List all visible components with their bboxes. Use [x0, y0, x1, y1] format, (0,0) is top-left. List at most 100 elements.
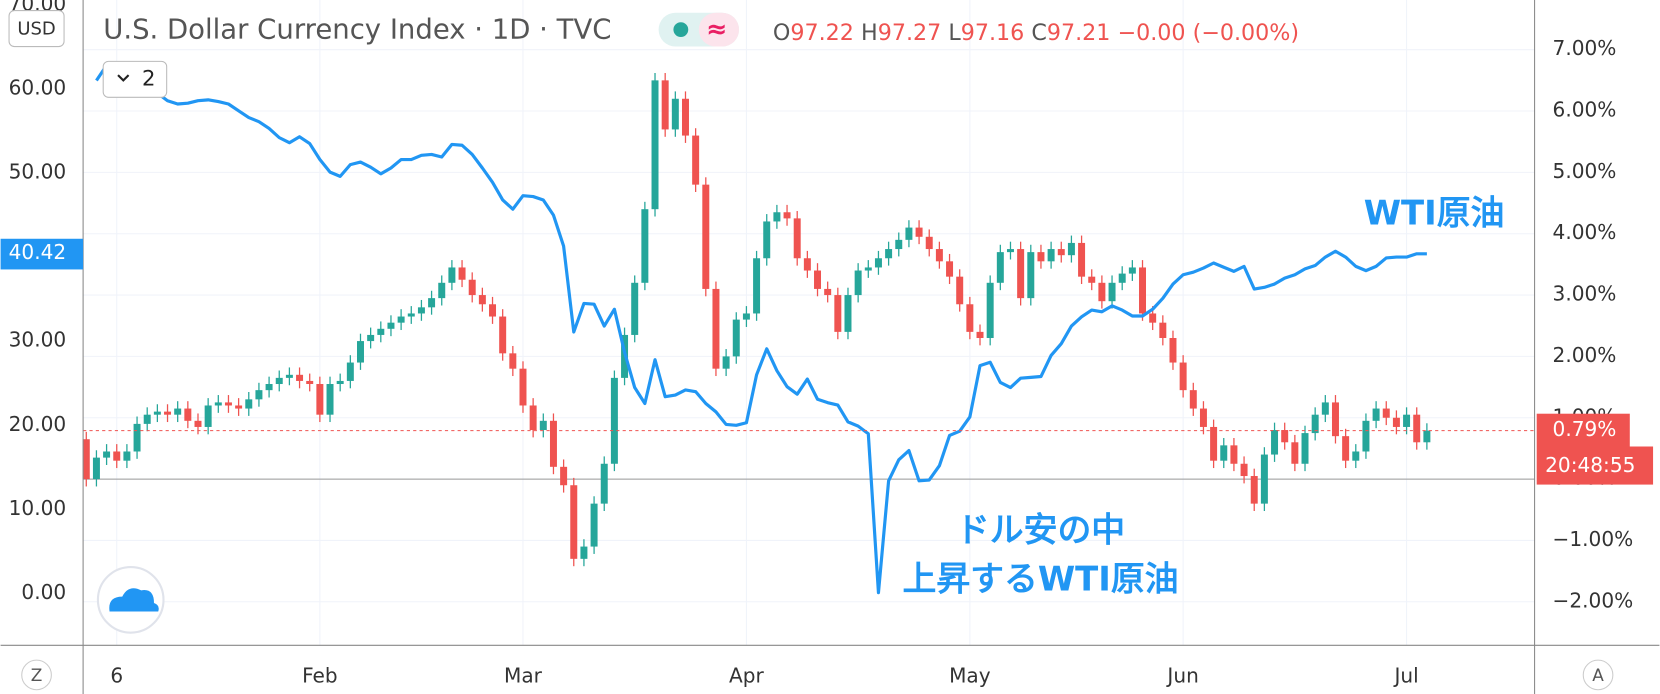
candle-body	[1260, 454, 1268, 504]
candle-body	[996, 252, 1004, 283]
candle-body	[1108, 282, 1116, 302]
candle-body	[448, 267, 456, 283]
candle-body	[671, 98, 679, 130]
countdown-box	[1536, 446, 1654, 485]
candle-body	[1027, 252, 1035, 299]
candle-body	[1189, 390, 1197, 409]
ohlc-key: C	[1031, 19, 1047, 45]
y-tick-label: 0.00	[21, 580, 66, 604]
candle-body	[1403, 414, 1411, 427]
ohlc-key: L	[948, 19, 961, 45]
candle-body	[844, 295, 852, 332]
candle-body	[1159, 322, 1167, 339]
indicator-wave: ≈	[706, 14, 727, 44]
candle-body	[1047, 249, 1055, 262]
footer-button[interactable]	[21, 659, 52, 691]
candle-body	[702, 184, 710, 289]
candle-body	[1118, 273, 1126, 283]
y2-tick-label: −1.00%	[1553, 527, 1634, 551]
candle-body	[834, 295, 842, 332]
y2-tick-label: 4.00%	[1553, 220, 1617, 244]
currency-box[interactable]	[8, 10, 65, 48]
candle-body	[600, 463, 608, 504]
candle-body	[174, 408, 182, 415]
ohlc-value: 97.27	[878, 19, 942, 45]
candle-body	[895, 239, 903, 250]
candle-body	[1067, 242, 1075, 256]
ohlc-value: 97.22	[790, 19, 854, 45]
footer-button[interactable]	[1582, 659, 1614, 691]
candle-body	[224, 402, 232, 406]
candle-body	[235, 405, 243, 409]
candle-body	[1230, 445, 1238, 464]
candle-body	[1017, 249, 1025, 299]
candle-body	[357, 341, 364, 363]
grid	[83, 0, 1535, 646]
candle-body	[387, 322, 395, 329]
candle-body	[1078, 242, 1086, 277]
candle-body	[1281, 430, 1289, 443]
candle-body	[82, 439, 90, 480]
indicator-toggle[interactable]	[102, 60, 168, 98]
candle-body	[245, 399, 253, 409]
annotation: WTI原油	[1364, 193, 1505, 232]
x-tick-label: Jun	[1165, 664, 1198, 688]
ohlc-change: −0.00 (−0.00%)	[1118, 19, 1300, 45]
candle-body	[712, 288, 720, 369]
y2-tick-label: 3.00%	[1553, 282, 1617, 306]
candle-body	[935, 249, 943, 262]
candle-body	[874, 258, 882, 268]
candle-body	[905, 227, 913, 240]
candle-body	[407, 313, 415, 317]
candle-body	[814, 270, 822, 289]
candle-body	[1057, 249, 1065, 256]
candle-body	[103, 451, 111, 458]
price-label: 40.42	[9, 240, 67, 264]
candle-body	[285, 374, 293, 378]
currency: USD	[17, 19, 55, 40]
x-tick-label: Jul	[1392, 664, 1418, 688]
price-label: 0.79%	[1553, 417, 1617, 441]
candle-body	[681, 98, 689, 136]
candle-body	[1006, 249, 1014, 253]
candle-body	[499, 316, 507, 354]
candle-body	[1301, 433, 1309, 464]
candle-body	[153, 411, 161, 415]
candle-body	[885, 249, 893, 259]
candle-body	[1382, 408, 1390, 418]
candle-body	[590, 503, 598, 547]
candle-body	[1291, 442, 1299, 464]
candle-body	[763, 221, 771, 259]
candle-body	[1331, 402, 1339, 437]
candle-body	[1037, 252, 1045, 262]
candle-body	[1210, 426, 1218, 461]
candle-body	[1250, 476, 1258, 504]
x-tick-label: May	[949, 664, 991, 688]
candle-body	[265, 384, 273, 391]
ohlc: O97.22 H97.27 L97.16 C97.21 −0.00 (−0.00…	[773, 19, 1299, 45]
candle-body	[560, 466, 568, 486]
y2-tick-label: 5.00%	[1553, 159, 1617, 183]
y-tick-label: 50.00	[9, 160, 67, 184]
candle-body	[296, 374, 304, 381]
candle-body	[732, 319, 740, 357]
candle-body	[631, 282, 639, 335]
candle-body	[377, 328, 385, 335]
annotation: ドル安の中	[956, 511, 1125, 550]
candle-body	[92, 457, 100, 480]
candle-body	[1169, 338, 1177, 363]
candle-body	[306, 380, 314, 385]
candle-body	[204, 405, 212, 427]
y2-tick-label: 2.00%	[1553, 343, 1617, 367]
candle-body	[123, 451, 131, 461]
y2-tick-label: 6.00%	[1553, 98, 1617, 122]
candle-body	[976, 331, 984, 339]
candle-body	[1149, 313, 1157, 323]
footer-left: Z	[31, 665, 43, 685]
indicator-count: 2	[142, 65, 155, 90]
candle-body	[651, 80, 659, 210]
candle-body	[1139, 267, 1147, 314]
symbol-title: U.S. Dollar Currency Index · 1D · TVC	[103, 14, 611, 46]
candle-body	[1423, 430, 1431, 443]
candle-body	[194, 420, 202, 427]
